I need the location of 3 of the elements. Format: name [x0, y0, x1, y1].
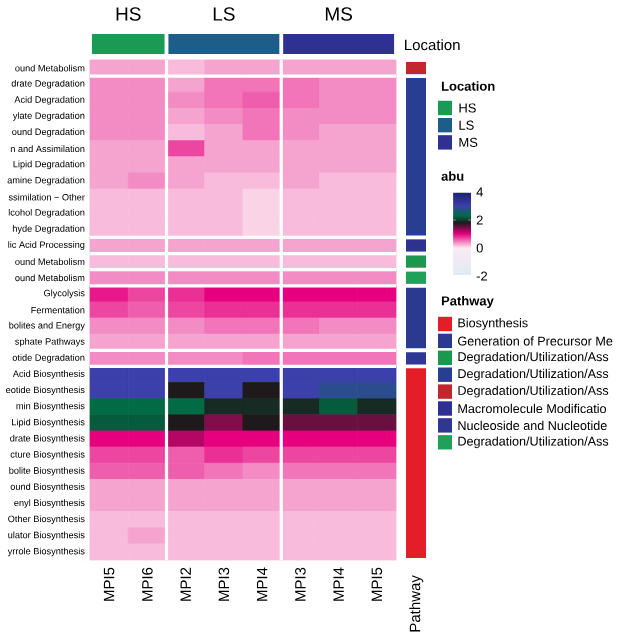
text: MS — [325, 7, 352, 21]
text: LS — [213, 7, 235, 21]
text: HS — [116, 7, 141, 21]
